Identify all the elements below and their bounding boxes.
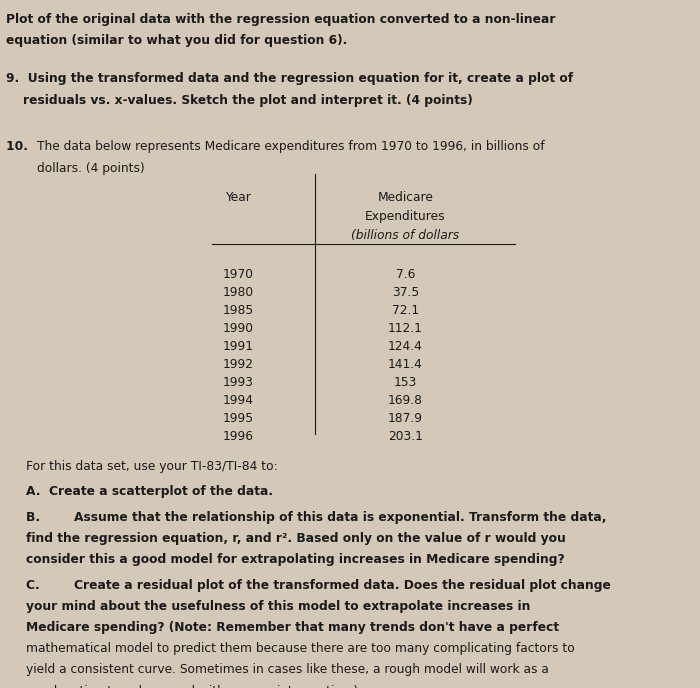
Text: 169.8: 169.8 bbox=[388, 394, 423, 407]
Text: B.: B. bbox=[26, 510, 48, 524]
Text: 1995: 1995 bbox=[223, 412, 253, 425]
Text: 9.  Using the transformed data and the regression equation for it, create a plot: 9. Using the transformed data and the re… bbox=[6, 72, 573, 85]
Text: 1970: 1970 bbox=[223, 268, 253, 281]
Text: 112.1: 112.1 bbox=[388, 322, 423, 335]
Text: 203.1: 203.1 bbox=[388, 430, 423, 443]
Text: residuals vs. x-values. Sketch the plot and interpret it. (4 points): residuals vs. x-values. Sketch the plot … bbox=[6, 94, 473, 107]
Text: 1992: 1992 bbox=[223, 358, 253, 371]
Text: C.: C. bbox=[26, 579, 48, 592]
Text: 7.6: 7.6 bbox=[395, 268, 415, 281]
Text: 187.9: 187.9 bbox=[388, 412, 423, 425]
Text: find the regression equation, r, and r². Based only on the value of r would you: find the regression equation, r, and r².… bbox=[26, 532, 566, 545]
Text: your mind about the usefulness of this model to extrapolate increases in: your mind about the usefulness of this m… bbox=[26, 600, 530, 613]
Text: A.  Create a scatterplot of the data.: A. Create a scatterplot of the data. bbox=[26, 485, 273, 498]
Text: Year: Year bbox=[225, 191, 251, 204]
Text: Medicare spending? (Note: Remember that many trends don't have a perfect: Medicare spending? (Note: Remember that … bbox=[26, 621, 559, 634]
Text: Medicare: Medicare bbox=[377, 191, 433, 204]
Text: 1993: 1993 bbox=[223, 376, 253, 389]
Text: Plot of the original data with the regression equation converted to a non-linear: Plot of the original data with the regre… bbox=[6, 13, 556, 26]
Text: 1985: 1985 bbox=[223, 303, 253, 316]
Text: 1991: 1991 bbox=[223, 340, 253, 353]
Text: For this data set, use your TI-83/TI-84 to:: For this data set, use your TI-83/TI-84 … bbox=[26, 460, 277, 473]
Text: mathematical model to predict them because there are too many complicating facto: mathematical model to predict them becau… bbox=[26, 642, 575, 655]
Text: The data below represents Medicare expenditures from 1970 to 1996, in billions o: The data below represents Medicare expen… bbox=[37, 140, 545, 153]
Text: equation (similar to what you did for question 6).: equation (similar to what you did for qu… bbox=[6, 34, 348, 47]
Text: dollars. (4 points): dollars. (4 points) bbox=[37, 162, 145, 175]
Text: (billions of dollars: (billions of dollars bbox=[351, 229, 459, 242]
Text: 1990: 1990 bbox=[223, 322, 253, 335]
Text: consider this a good model for extrapolating increases in Medicare spending?: consider this a good model for extrapola… bbox=[26, 553, 564, 566]
Text: 1996: 1996 bbox=[223, 430, 253, 443]
Text: 37.5: 37.5 bbox=[391, 286, 419, 299]
Text: 1994: 1994 bbox=[223, 394, 253, 407]
Text: 153: 153 bbox=[393, 376, 417, 389]
Text: yield a consistent curve. Sometimes in cases like these, a rough model will work: yield a consistent curve. Sometimes in c… bbox=[26, 663, 549, 676]
Text: 10.: 10. bbox=[6, 140, 33, 153]
Text: Assume that the relationship of this data is exponential. Transform the data,: Assume that the relationship of this dat… bbox=[74, 510, 606, 524]
Text: 124.4: 124.4 bbox=[388, 340, 423, 353]
Text: Create a residual plot of the transformed data. Does the residual plot change: Create a residual plot of the transforme… bbox=[74, 579, 611, 592]
Text: 72.1: 72.1 bbox=[392, 303, 419, 316]
Text: 1980: 1980 bbox=[223, 286, 253, 299]
Text: rough estimator when used with appropriate caution.): rough estimator when used with appropria… bbox=[26, 685, 358, 688]
Text: 141.4: 141.4 bbox=[388, 358, 423, 371]
Text: Expenditures: Expenditures bbox=[365, 211, 446, 224]
